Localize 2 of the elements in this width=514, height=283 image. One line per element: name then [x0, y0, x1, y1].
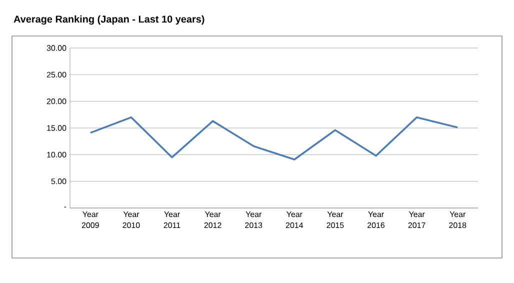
line-series: [90, 116, 459, 160]
chart-title: Average Ranking (Japan - Last 10 years): [14, 15, 204, 25]
